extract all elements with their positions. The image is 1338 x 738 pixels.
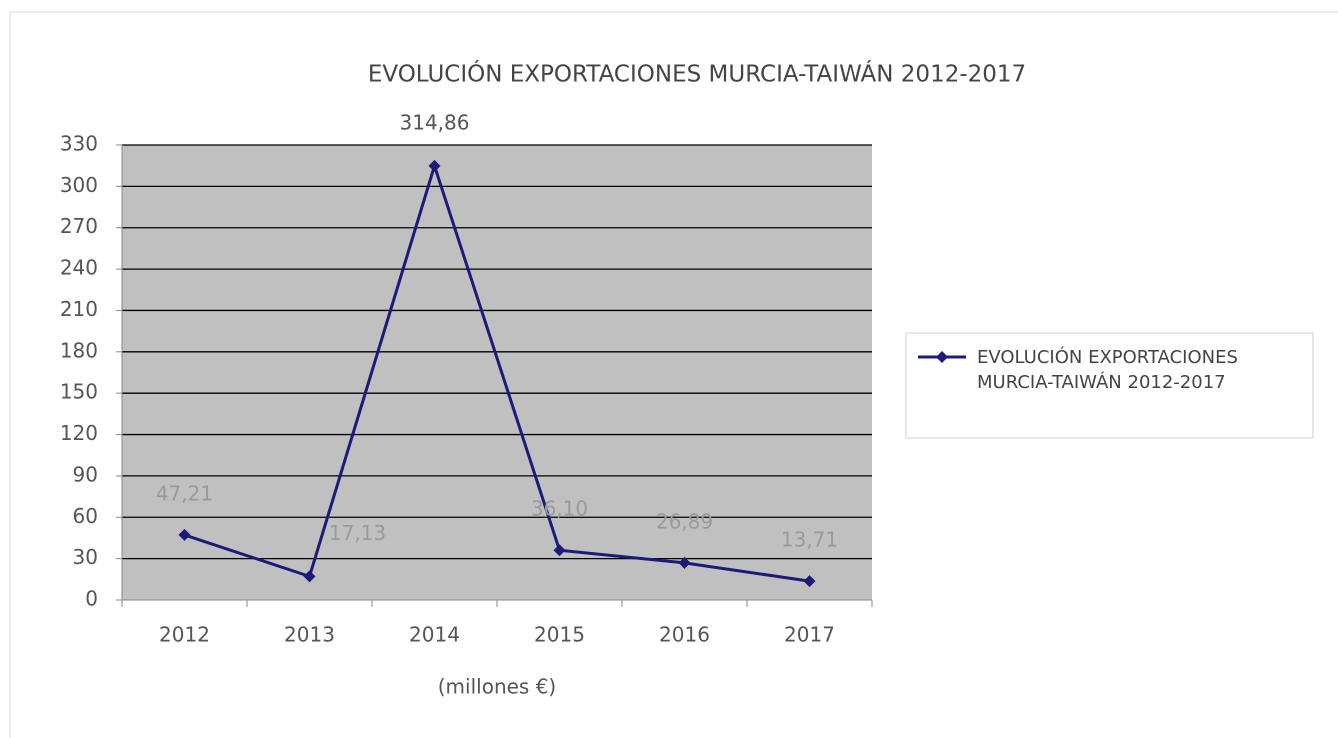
legend-marker [936,351,948,363]
data-label: 17,13 [329,521,386,545]
data-point [178,528,191,541]
data-point [428,159,441,172]
data-point [303,570,316,583]
data-point [803,575,816,588]
y-tick-label: 120 [60,421,98,445]
chart-title: EVOLUCIÓN EXPORTACIONES MURCIA-TAIWÁN 20… [368,60,1026,88]
x-axis-label: (millones €) [438,675,556,699]
data-label: 13,71 [781,528,838,552]
y-tick-label: 210 [60,297,98,321]
data-label: 314,86 [400,110,470,134]
y-tick-label: 270 [60,214,98,238]
series-line [184,160,810,583]
legend-box [905,332,1314,439]
y-tick-label: 330 [60,132,98,156]
data-point [678,556,691,569]
y-tick-label: 60 [73,504,98,528]
data-point [553,544,566,557]
y-tick-label: 300 [60,173,98,197]
y-tick-label: 150 [60,380,98,404]
y-tick-label: 30 [73,545,98,569]
plot-area [122,145,872,600]
data-label: 26,89 [656,509,713,533]
x-tick-label: 2013 [284,623,335,647]
legend-label: EVOLUCIÓN EXPORTACIONES MURCIA-TAIWÁN 20… [977,347,1238,393]
x-tick-label: 2015 [534,623,585,647]
y-tick-label: 240 [60,256,98,280]
x-tick-label: 2017 [784,623,835,647]
y-tick-label: 180 [60,338,98,362]
y-tick-label: 90 [73,462,98,486]
data-label: 36,10 [531,497,588,521]
x-tick-label: 2014 [409,623,460,647]
data-label: 47,21 [156,481,213,505]
x-tick-label: 2016 [659,623,710,647]
y-tick-label: 0 [85,587,98,611]
x-tick-label: 2012 [159,623,210,647]
